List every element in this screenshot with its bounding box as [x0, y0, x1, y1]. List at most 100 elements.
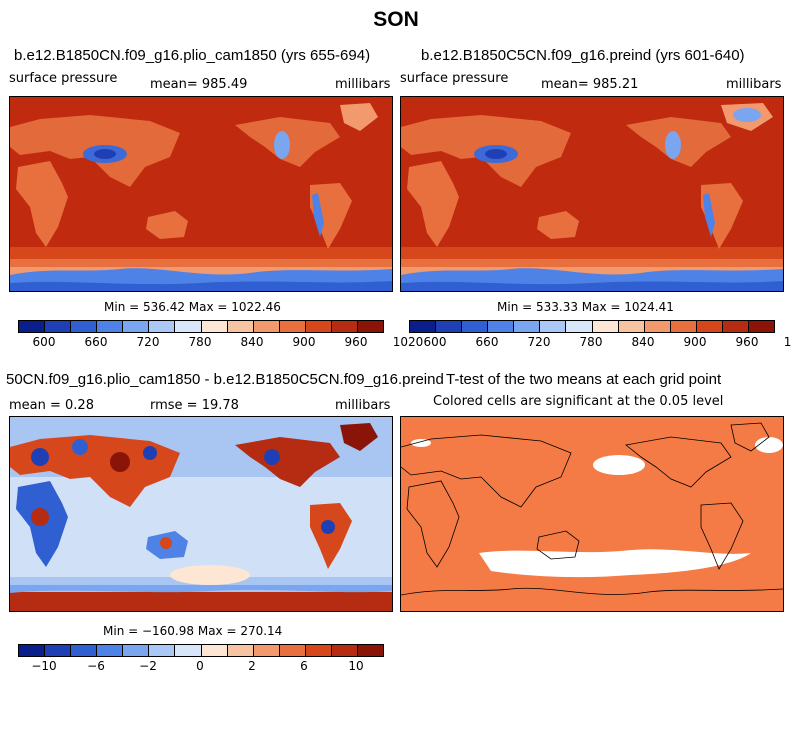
panel1-colorbar	[18, 320, 384, 333]
colorbar-tick-label: 0	[196, 659, 204, 673]
colorbar-swatch	[97, 645, 124, 656]
colorbar-swatch	[97, 321, 124, 332]
colorbar-swatch	[227, 645, 254, 656]
colorbar-swatch	[670, 321, 697, 332]
colorbar-tick-label: −2	[139, 659, 157, 673]
panel3-units-label: millibars	[335, 398, 391, 413]
colorbar-swatch	[71, 645, 98, 656]
colorbar-swatch	[566, 321, 593, 332]
significant-area	[401, 417, 783, 611]
colorbar-swatch	[514, 321, 541, 332]
colorbar-swatch	[45, 321, 72, 332]
colorbar-swatch	[45, 645, 72, 656]
colorbar-swatch	[540, 321, 567, 332]
colorbar-swatch	[358, 645, 384, 656]
colorbar-swatch	[123, 645, 150, 656]
panel3-mean-label: mean = 0.28	[9, 398, 94, 413]
colorbar-swatch	[722, 321, 750, 332]
colorbar-swatch	[488, 321, 515, 332]
south-america-shape	[310, 183, 352, 249]
panel4-title: T-test of the two means at each grid poi…	[446, 371, 722, 388]
panel1-title: b.e12.B1850CN.f09_g16.plio_cam1850 (yrs …	[14, 47, 371, 64]
greenland-shape	[340, 103, 378, 131]
colorbar-tick-label: 720	[136, 335, 160, 349]
colorbar-swatch	[175, 321, 202, 332]
colorbar-tick-label: 660	[475, 335, 499, 349]
panel1-map-plot	[10, 97, 392, 291]
colorbar-tick-label: 840	[240, 335, 264, 349]
panel3-minmax: Min = −160.98 Max = 270.14	[103, 624, 283, 638]
colorbar-swatch	[305, 321, 332, 332]
colorbar-tick-label: 960	[344, 335, 368, 349]
colorbar-tick-label: 780	[188, 335, 212, 349]
colorbar-swatch	[123, 321, 150, 332]
panel3-map	[9, 416, 393, 612]
colorbar-swatch	[175, 645, 202, 656]
colorbar-tick-label: 840	[631, 335, 655, 349]
panel3-colorbar	[18, 644, 384, 657]
panel1-map	[9, 96, 393, 292]
panel3-title: 50CN.f09_g16.plio_cam1850 - b.e12.B1850C…	[6, 371, 444, 388]
colorbar-swatch	[19, 321, 46, 332]
colorbar-tick-label: 10	[348, 659, 364, 673]
panel2-mean-label: mean= 985.21	[541, 77, 639, 92]
colorbar-swatch	[149, 321, 176, 332]
colorbar-tick-label: 960	[735, 335, 759, 349]
colorbar-swatch	[227, 321, 254, 332]
colorbar-tick-label: 780	[579, 335, 603, 349]
figure-title: SON	[373, 8, 419, 31]
colorbar-tick-label: 1020	[392, 335, 424, 349]
colorbar-tick-label: 600	[32, 335, 56, 349]
colorbar-swatch	[462, 321, 489, 332]
panel4-subtitle: Colored cells are significant at the 0.0…	[433, 394, 724, 409]
colorbar-tick-label: 660	[84, 335, 108, 349]
colorbar-swatch	[71, 321, 98, 332]
colorbar-tick-label: 720	[527, 335, 551, 349]
panel2-colorbar	[409, 320, 775, 333]
colorbar-tick-label: 1020	[783, 335, 792, 349]
colorbar-swatch	[279, 645, 306, 656]
colorbar-swatch	[201, 321, 228, 332]
coastlines	[401, 422, 783, 596]
colorbar-swatch	[749, 321, 775, 332]
panel2-variable-label: surface pressure	[400, 71, 509, 86]
colorbar-tick-label: 2	[248, 659, 256, 673]
nonsignificant-north-pacific	[593, 455, 645, 475]
panel2-units-label: millibars	[726, 77, 782, 92]
panel2-map-plot	[401, 97, 783, 291]
colorbar-swatch	[436, 321, 463, 332]
africa-shape	[16, 161, 68, 247]
colorbar-tick-label: −10	[31, 659, 57, 673]
panel4-map	[400, 416, 784, 612]
colorbar-tick-label: 900	[683, 335, 707, 349]
colorbar-tick-label: 900	[292, 335, 316, 349]
colorbar-swatch	[331, 321, 359, 332]
panel2-title: b.e12.B1850C5CN.f09_g16.preind (yrs 601-…	[421, 47, 745, 64]
colorbar-swatch	[279, 321, 306, 332]
panel4-map-plot	[401, 417, 783, 611]
colorbar-swatch	[592, 321, 619, 332]
panel3-map-plot	[10, 417, 392, 611]
colorbar-swatch	[644, 321, 671, 332]
panel1-minmax: Min = 536.42 Max = 1022.46	[104, 300, 281, 314]
colorbar-swatch	[696, 321, 723, 332]
colorbar-tick-label: −6	[87, 659, 105, 673]
colorbar-swatch	[358, 321, 384, 332]
colorbar-tick-label: 6	[300, 659, 308, 673]
colorbar-swatch	[19, 645, 46, 656]
panel1-units-label: millibars	[335, 77, 391, 92]
colorbar-swatch	[253, 321, 280, 332]
panel1-mean-label: mean= 985.49	[150, 77, 248, 92]
colorbar-swatch	[253, 645, 280, 656]
colorbar-swatch	[410, 321, 437, 332]
australia-shape	[146, 211, 188, 239]
colorbar-tick-label: 600	[423, 335, 447, 349]
colorbar-swatch	[331, 645, 359, 656]
panel2-map	[400, 96, 784, 292]
colorbar-swatch	[618, 321, 645, 332]
panel2-minmax: Min = 533.33 Max = 1024.41	[497, 300, 674, 314]
south-pacific-anomaly	[170, 565, 250, 585]
colorbar-swatch	[149, 645, 176, 656]
panel3-rmse-label: rmse = 19.78	[150, 398, 239, 413]
colorbar-swatch	[305, 645, 332, 656]
